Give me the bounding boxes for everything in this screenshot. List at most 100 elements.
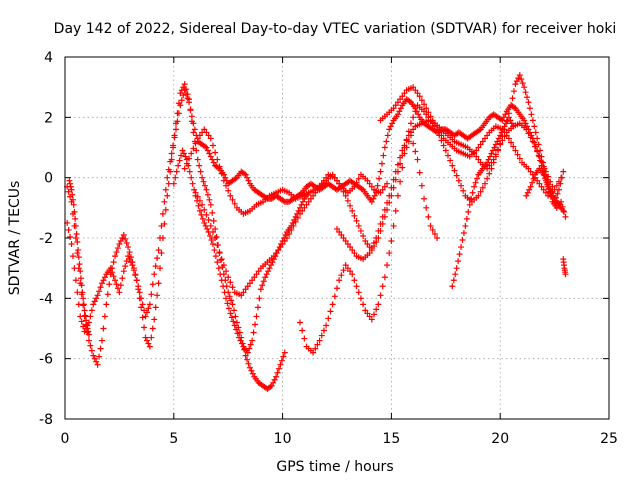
data-point [362,238,369,245]
data-point [117,238,124,245]
data-point [114,285,121,292]
data-point [119,275,126,282]
data-point [214,156,221,163]
data-point [138,304,145,311]
data-point [98,280,105,287]
data-point [207,135,214,142]
data-point [349,247,356,254]
data-point [80,295,87,302]
data-point [117,282,124,289]
data-point [253,313,260,320]
data-point [116,289,123,296]
data-point [381,206,388,213]
data-point [289,219,296,226]
data-point [431,230,438,237]
data-point [414,156,421,163]
data-point [66,177,73,184]
data-point [209,228,216,235]
data-point [152,304,159,311]
data-point [387,123,394,130]
data-point [473,147,480,154]
data-point [168,156,175,163]
data-point [509,95,516,102]
data-point [360,301,367,308]
data-point [199,215,206,222]
data-point [383,138,390,145]
data-point [320,327,327,334]
data-point [206,196,213,203]
data-point [83,322,90,329]
data-point [246,280,253,287]
data-point [247,341,254,348]
data-point [148,291,155,298]
plot-frame [64,56,610,420]
data-point [442,147,449,154]
data-point [527,134,534,141]
data-point [499,117,506,124]
data-point [120,268,127,275]
data-point [214,242,221,249]
data-point [562,213,569,220]
data-point [397,105,404,112]
data-point [522,89,529,96]
data-point [380,152,387,159]
data-point [535,152,542,159]
data-point [412,108,419,115]
data-point [164,192,171,199]
data-point [486,162,493,169]
data-point [145,340,152,347]
x-tick-label: 10 [274,431,292,447]
data-point [381,274,388,281]
data-point [278,357,285,364]
data-point [233,319,240,326]
data-point [67,183,74,190]
data-point [181,165,188,172]
data-point [259,282,266,289]
data-point [487,153,494,160]
x-tick-label: 15 [382,431,400,447]
data-point [270,253,277,260]
data-point [378,160,385,167]
data-point [351,250,358,257]
data-point [518,76,525,83]
data-point [527,183,534,190]
data-point [384,180,391,187]
data-point [100,325,107,332]
data-point [288,226,295,233]
data-point [477,141,484,148]
data-point [299,207,306,214]
data-point [455,177,462,184]
data-point [223,182,230,189]
data-point [68,241,75,248]
data-point [479,138,486,145]
series-arc-12 [560,256,569,278]
data-point [116,241,123,248]
data-point [392,168,399,175]
data-point [190,129,197,136]
data-point [206,150,213,157]
data-point [508,139,515,146]
data-point [399,147,406,154]
data-point [159,235,166,241]
data-point [113,281,120,288]
data-point [342,262,349,269]
data-point [349,207,356,214]
x-tick-label: 25 [600,431,618,447]
data-point [512,81,519,88]
data-point [394,111,401,118]
data-point [486,170,493,177]
data-point [368,316,375,323]
data-point [438,137,445,144]
data-point [336,228,343,235]
data-point [488,150,495,157]
data-point [316,337,323,344]
data-point [271,376,278,383]
data-point [194,193,201,200]
data-point [249,370,256,377]
data-point [227,279,234,286]
data-point [538,183,545,190]
data-point [484,175,491,182]
data-point [521,117,528,124]
data-point [277,244,284,251]
